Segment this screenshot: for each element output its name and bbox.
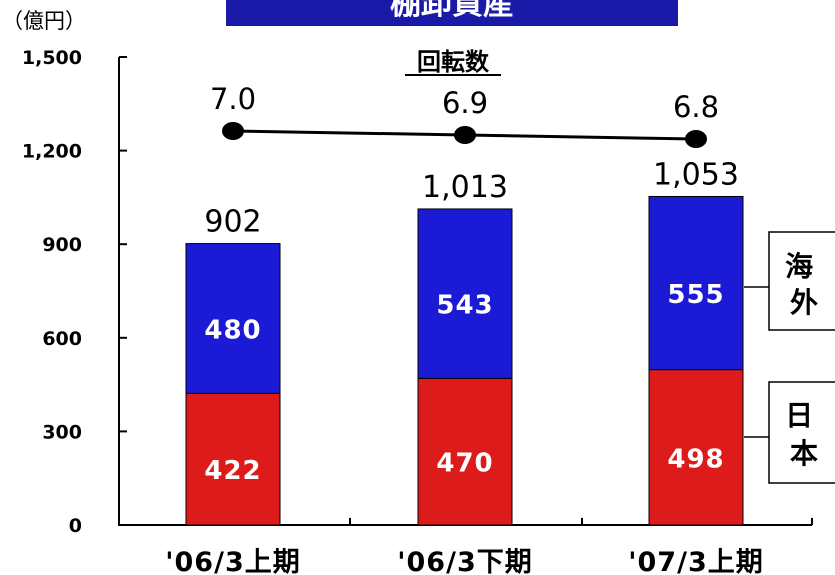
bar-segment-label: 422 (204, 456, 261, 486)
bar-segment (648, 369, 744, 526)
x-category-label: '07/3上期 (628, 547, 764, 575)
turnover-value-label: 6.8 (673, 90, 719, 124)
legend-label-japan: 日 本 (785, 399, 823, 470)
bar-segment (417, 377, 513, 526)
bar-segment (417, 208, 513, 379)
bar-segment-label: 480 (204, 315, 261, 345)
bar-segment-label: 470 (436, 449, 493, 479)
turnover-subtitle: 回転数 (417, 48, 490, 76)
turnover-value-label: 6.9 (442, 86, 488, 120)
title-banner (226, 0, 678, 26)
legend: 海 外 日 本 (744, 231, 835, 484)
bar-segment (648, 195, 744, 371)
y-tick-label: 600 (42, 328, 82, 350)
turnover-point (685, 130, 707, 148)
y-tick-label: 0 (69, 515, 82, 537)
legend-box-overseas (768, 231, 835, 331)
legend-box-japan (768, 381, 835, 484)
unit-label: （億円） (2, 9, 86, 33)
bars: 422 480 902 470 543 1,013 498 555 1,053 (185, 157, 744, 526)
bar-segment-label: 498 (667, 444, 724, 474)
bar-segment (185, 243, 281, 394)
bar-segment-label: 555 (667, 280, 724, 310)
chart-title: 棚卸資産 (390, 0, 514, 22)
bar-total-label: 1,013 (422, 170, 508, 205)
y-tick-label: 300 (42, 421, 82, 443)
bar-total-label: 902 (204, 205, 261, 240)
bar-segment-label: 543 (436, 291, 493, 321)
turnover-point (222, 122, 244, 140)
y-tick-label: 1,500 (22, 47, 82, 69)
x-category-label: '06/3下期 (397, 547, 533, 575)
y-tick-label: 1,200 (22, 141, 82, 163)
turnover-point (454, 126, 476, 144)
bar-total-label: 1,053 (653, 157, 739, 192)
x-category-label: '06/3上期 (165, 547, 301, 575)
y-tick-label: 900 (42, 234, 82, 256)
turnover-line: 7.0 6.9 6.8 (210, 82, 719, 148)
turnover-value-label: 7.0 (210, 82, 256, 116)
legend-label-overseas: 海 外 (785, 250, 823, 319)
